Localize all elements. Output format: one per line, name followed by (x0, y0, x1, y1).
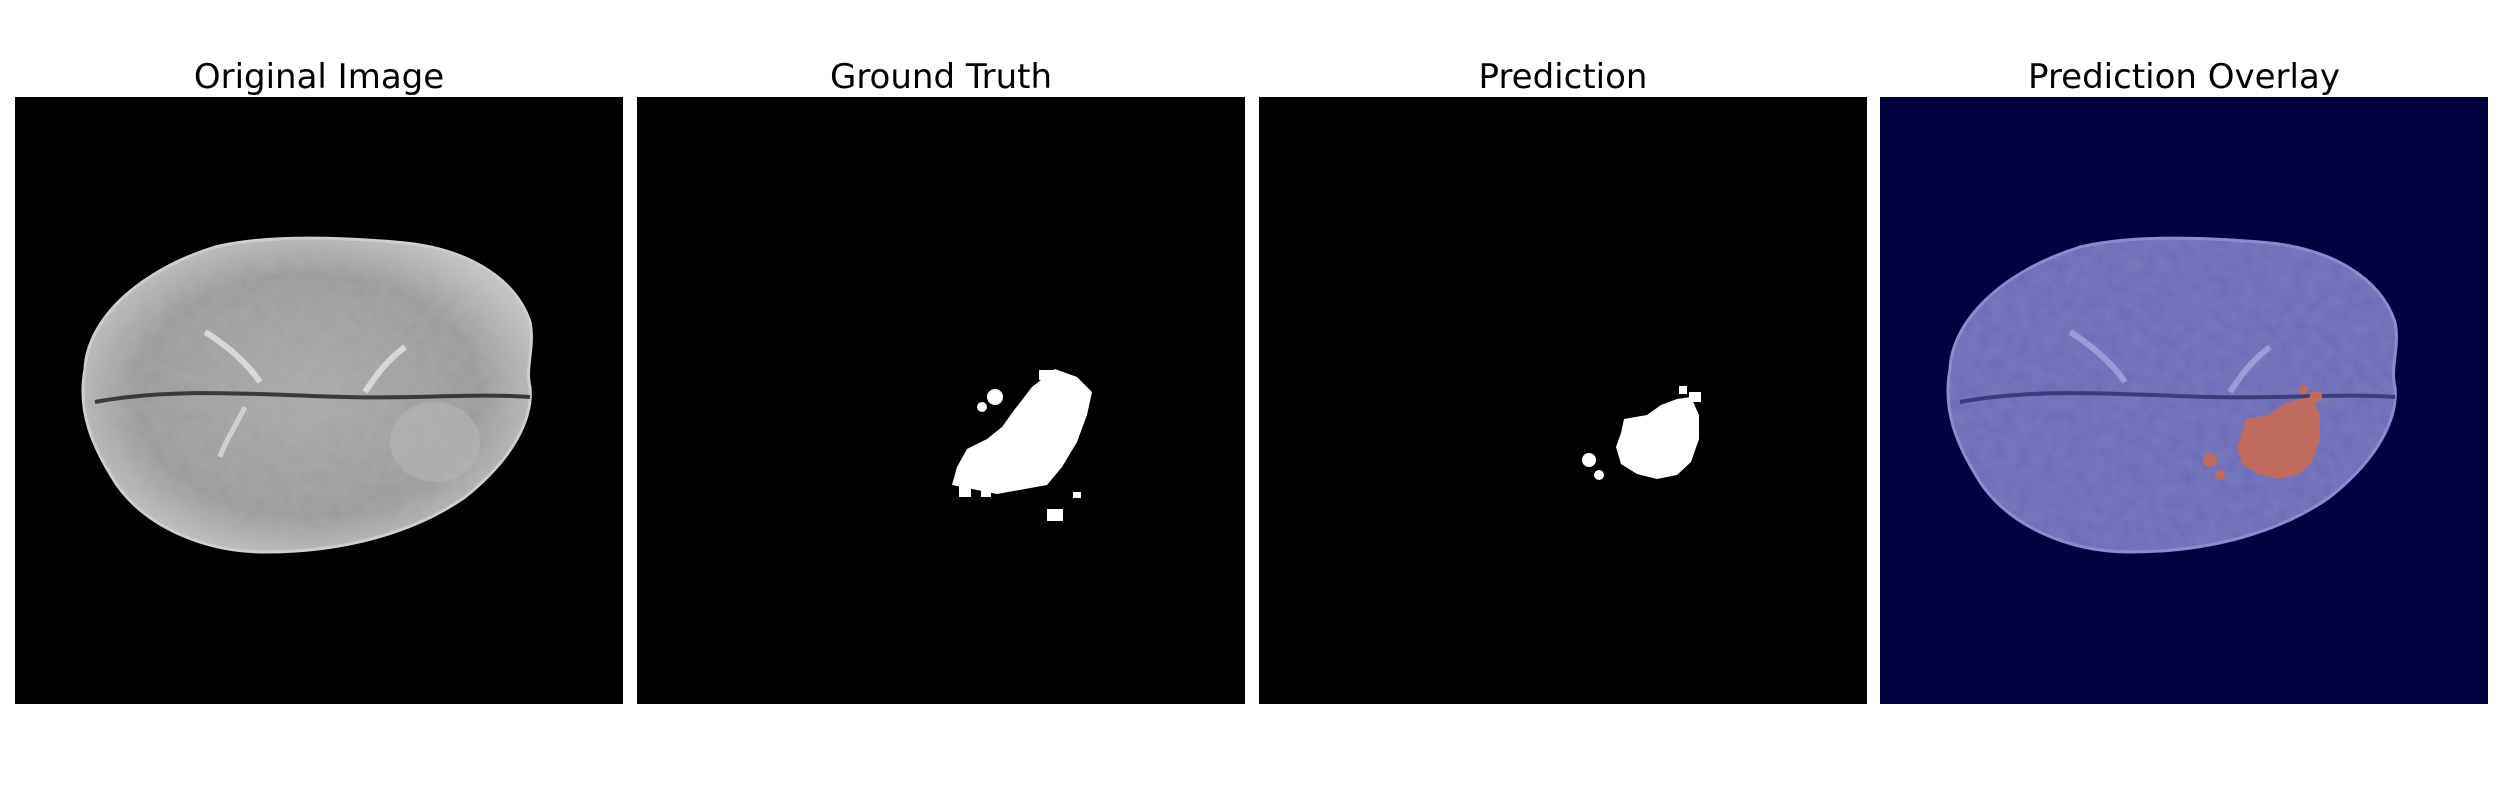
brain-mri-image (15, 97, 623, 704)
title-prediction: Prediction (1478, 57, 1648, 97)
title-prediction-overlay: Prediction Overlay (2028, 57, 2340, 97)
title-ground-truth: Ground Truth (829, 57, 1053, 97)
ground-truth-mask (637, 97, 1245, 704)
prediction-mask (1259, 97, 1867, 704)
ground-truth-panel (637, 97, 1245, 704)
tumor-mask-region (952, 369, 1092, 521)
predicted-mask-region (1582, 386, 1701, 480)
prediction-overlay-panel (1880, 97, 2488, 704)
title-original-image: Original Image (193, 57, 445, 97)
overlay-image (1880, 97, 2488, 704)
prediction-panel (1259, 97, 1867, 704)
original-image-panel (15, 97, 623, 704)
brain-shape (81, 236, 533, 554)
overlay-tumor-region (2203, 386, 2322, 480)
